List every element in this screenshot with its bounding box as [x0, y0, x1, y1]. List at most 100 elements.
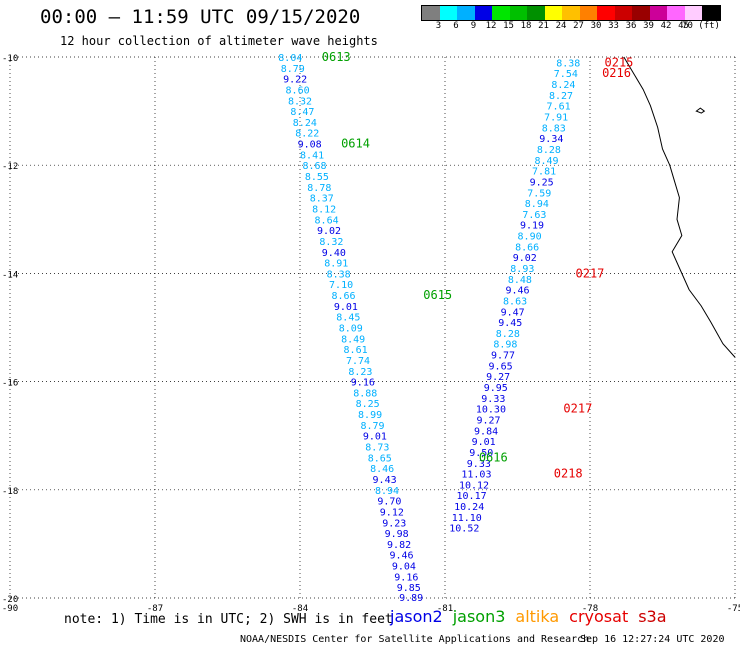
swh-value: 9.89 — [399, 593, 423, 604]
color-swatch — [474, 6, 492, 20]
swh-value: 8.83 — [542, 123, 566, 134]
swh-value: 7.91 — [544, 113, 568, 124]
swh-value: 8.99 — [358, 410, 382, 421]
color-scale-tick: 33 — [608, 21, 619, 31]
swh-value: 8.66 — [331, 291, 355, 302]
swh-value: 8.98 — [493, 340, 517, 351]
swh-value: 8.79 — [360, 421, 384, 432]
time-label: 0616 — [479, 450, 508, 464]
swh-value: 8.68 — [302, 161, 326, 172]
color-scale-tick: 9 — [470, 21, 477, 31]
swh-value: 8.28 — [496, 329, 520, 340]
swh-value: 8.78 — [307, 183, 331, 194]
color-scale-tick: 6 — [453, 21, 459, 31]
color-scale-tick: 12 — [485, 21, 497, 31]
island-shape — [695, 107, 706, 114]
swh-value: 7.10 — [329, 280, 353, 291]
swh-value: 11.03 — [461, 470, 491, 481]
color-swatch — [457, 6, 475, 20]
longitude-label: -84 — [292, 604, 308, 614]
swh-value: 8.88 — [353, 388, 377, 399]
swh-value: 7.63 — [522, 210, 546, 221]
swh-value: 8.61 — [344, 345, 368, 356]
satellite-name: jason2 — [390, 607, 443, 626]
swh-value: 9.65 — [489, 361, 513, 372]
latitude-label: -14 — [2, 270, 18, 280]
swh-value: 8.47 — [290, 107, 314, 118]
swh-value: 9.02 — [317, 226, 341, 237]
coastline-path — [623, 56, 736, 358]
swh-value: 8.25 — [356, 399, 380, 410]
color-scale-tick: 18 — [520, 21, 532, 31]
latitude-label: -10 — [2, 54, 18, 64]
time-label: 0615 — [423, 288, 452, 302]
swh-value: 8.45 — [336, 313, 360, 324]
swh-value: 9.34 — [539, 134, 563, 145]
color-swatch — [509, 6, 527, 20]
satellite-legend: jason2 jason3 altika cryosat s3a — [390, 607, 677, 626]
color-swatch — [492, 6, 510, 20]
color-scale-tick: 21 — [538, 21, 549, 31]
swh-value: 9.33 — [467, 459, 491, 470]
swh-value: 9.40 — [322, 248, 346, 259]
color-scale-ticks: 3 6 9 12 15 18 21 24 27 30 33 36 39 42 45 70 (ft) — [421, 21, 740, 35]
swh-value: 8.22 — [295, 129, 319, 140]
swh-value: 8.65 — [368, 453, 392, 464]
swh-value: 9.84 — [474, 426, 498, 437]
latitude-label: -20 — [2, 595, 18, 605]
swh-value: 8.63 — [503, 296, 527, 307]
swh-value: 9.45 — [498, 318, 522, 329]
color-swatch — [614, 6, 632, 20]
color-swatch — [597, 6, 615, 20]
swh-value: 8.94 — [375, 486, 399, 497]
color-scale-tick: 27 — [573, 21, 584, 31]
swh-value: 8.55 — [305, 172, 329, 183]
swh-value: 9.70 — [377, 497, 401, 508]
swh-value: 9.46 — [505, 286, 529, 297]
swh-value: 8.94 — [525, 199, 549, 210]
swh-value: 9.46 — [389, 551, 413, 562]
color-swatch — [632, 6, 650, 20]
swh-value: 8.93 — [510, 264, 534, 275]
satellite-name: altika — [515, 607, 560, 626]
swh-value: 9.01 — [363, 432, 387, 443]
swh-value: 9.33 — [481, 394, 505, 405]
swh-value: 8.41 — [300, 150, 324, 161]
color-swatch — [579, 6, 597, 20]
footer-note: note: 1) Time is in UTC; 2) SWH is in fe… — [64, 612, 393, 627]
swh-value: 9.22 — [283, 75, 307, 86]
swh-value: 8.49 — [341, 334, 365, 345]
swh-value: 9.98 — [385, 529, 409, 540]
swh-value: 9.82 — [387, 540, 411, 551]
swh-value: 8.49 — [534, 156, 558, 167]
swh-value: 9.85 — [397, 583, 421, 594]
swh-value: 10.17 — [457, 491, 487, 502]
swh-value: 11.10 — [452, 513, 482, 524]
swh-value: 8.66 — [515, 242, 539, 253]
credit-text: NOAA/NESDIS Center for Satellite Applica… — [240, 634, 590, 645]
coastline — [623, 56, 736, 358]
swh-value: 9.25 — [530, 177, 554, 188]
color-scale-tick: 70 (ft) — [682, 21, 720, 31]
swh-value: 10.24 — [454, 502, 484, 513]
swh-value: 8.12 — [312, 204, 336, 215]
color-swatch — [667, 6, 685, 20]
color-scale-tick: 3 — [435, 21, 442, 31]
swh-value: 9.50 — [469, 448, 493, 459]
map-grid: -10 -12 -14 -16 -18 -20-90 -87 -84 -81 -78 -75 — [2, 54, 740, 614]
longitude-label: -90 — [2, 604, 18, 614]
swh-value: 9.04 — [392, 562, 416, 573]
color-scale-tick: 45 — [678, 21, 689, 31]
color-swatch — [439, 6, 457, 20]
color-swatch — [422, 6, 440, 20]
color-scale-bar — [421, 5, 721, 21]
swh-value: 8.79 — [281, 64, 305, 75]
swh-value: 8.60 — [286, 85, 310, 96]
swh-value: 9.23 — [382, 518, 406, 529]
longitude-label: -78 — [582, 604, 598, 614]
color-swatch — [684, 6, 702, 20]
swh-value: 8.64 — [315, 215, 339, 226]
swh-value: 9.01 — [472, 437, 496, 448]
swh-value: 8.38 — [327, 269, 351, 280]
